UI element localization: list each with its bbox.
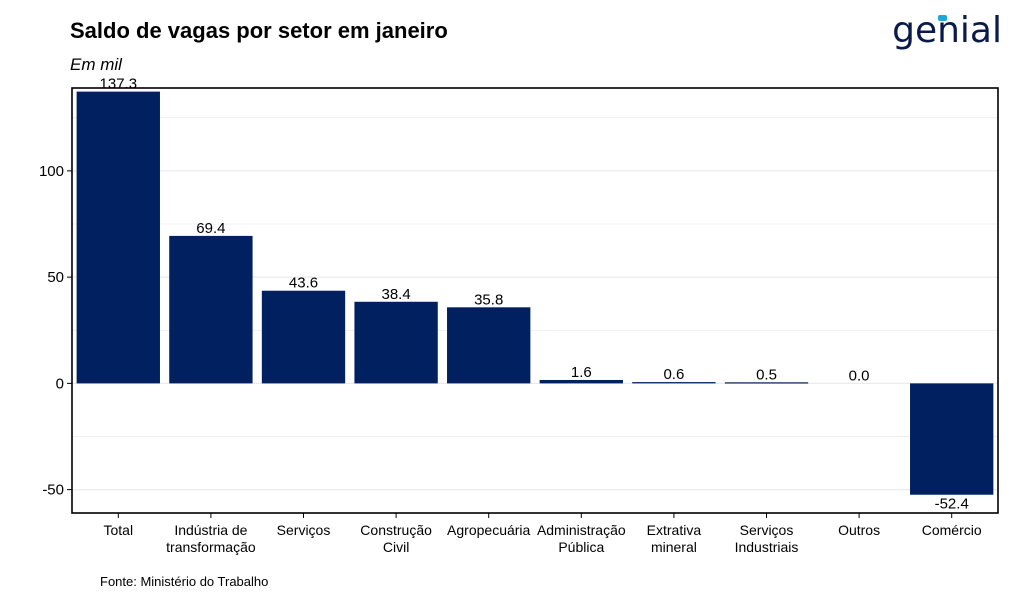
x-tick-label: Administração Pública [537,522,626,555]
logo-accent-icon [938,15,947,21]
data-label: 0.0 [849,367,870,384]
x-tick-label: Serviços [277,522,331,538]
data-label: -52.4 [935,496,969,513]
bar [76,91,160,384]
x-tick-label: Extrativa mineral [647,522,702,555]
data-label: 38.4 [381,286,410,303]
data-label: 0.6 [663,366,684,383]
y-tick-label: 0 [56,375,64,392]
data-label: 137.3 [100,76,138,93]
data-label: 0.5 [756,366,777,383]
plot-border [71,87,999,514]
bar [447,307,531,384]
x-tick-label: Indústria de transformação [166,522,256,555]
genial-logo: genial [892,10,1002,51]
bar [632,382,716,384]
y-tick-label: 100 [39,163,64,180]
data-label: 35.8 [474,291,503,308]
data-label: 69.4 [196,220,225,237]
x-tick-label: Serviços Industriais [735,522,799,555]
bar [910,383,994,495]
x-tick-label: Outros [838,522,880,538]
bar [261,290,346,384]
chart-title: Saldo de vagas por setor em janeiro [70,18,448,43]
y-tick-label: 50 [47,269,64,286]
x-tick-label: Comércio [922,522,982,538]
bar [169,235,253,384]
chart-subtitle: Em mil [70,55,122,74]
bar [354,301,438,384]
data-label: 43.6 [289,275,318,292]
x-tick-label: Agropecuária [447,522,530,538]
x-tick-label: Total [104,522,134,538]
y-tick-label: -50 [42,482,64,499]
bar [539,379,623,384]
bar [724,382,809,384]
source-note: Fonte: Ministério do Trabalho [100,574,269,589]
x-tick-label: Construção Civil [360,522,432,555]
data-label: 1.6 [571,364,592,381]
